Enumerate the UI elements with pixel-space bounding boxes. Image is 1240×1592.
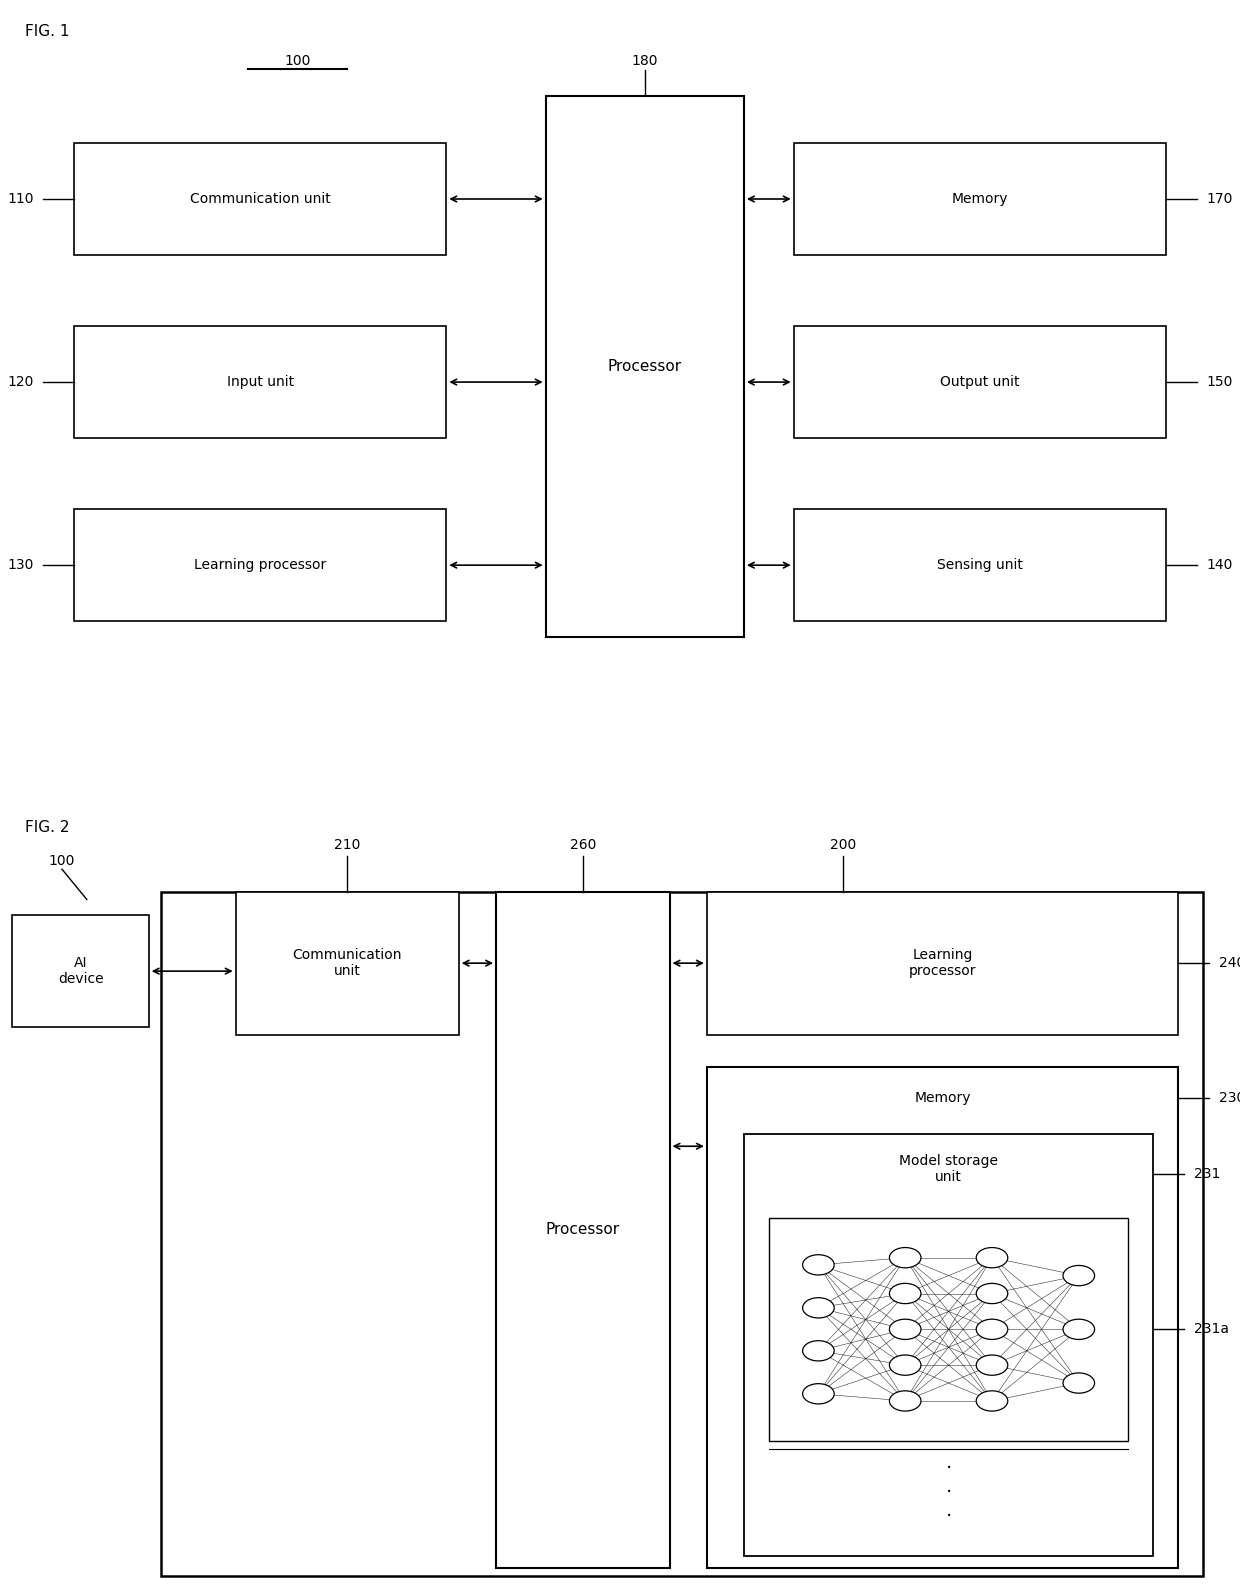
Circle shape [889, 1283, 921, 1304]
Text: AI
device: AI device [58, 957, 103, 985]
Text: 120: 120 [7, 376, 33, 388]
Text: Learning
processor: Learning processor [909, 949, 976, 977]
Bar [74, 509, 446, 621]
Text: Learning processor: Learning processor [195, 559, 326, 572]
Text: 200: 200 [830, 837, 857, 852]
Circle shape [802, 1383, 835, 1404]
Text: 110: 110 [7, 193, 33, 205]
Text: 240: 240 [1219, 957, 1240, 970]
Text: Model storage
unit: Model storage unit [899, 1154, 998, 1184]
Bar [769, 1218, 1128, 1441]
Circle shape [802, 1297, 835, 1318]
Text: ·: · [945, 1460, 952, 1477]
Bar [546, 96, 744, 637]
Circle shape [976, 1355, 1008, 1375]
Bar [794, 326, 1166, 438]
Text: 150: 150 [1207, 376, 1233, 388]
Text: 231a: 231a [1194, 1323, 1229, 1336]
Text: Memory: Memory [914, 1091, 971, 1105]
Circle shape [976, 1391, 1008, 1411]
Text: ·: · [945, 1508, 952, 1525]
Text: 100: 100 [284, 54, 311, 67]
Text: 231: 231 [1194, 1167, 1220, 1181]
Bar [12, 915, 149, 1027]
Bar [236, 892, 459, 1035]
Circle shape [976, 1283, 1008, 1304]
Text: Communication unit: Communication unit [190, 193, 331, 205]
Circle shape [889, 1355, 921, 1375]
Text: ·: · [945, 1484, 952, 1501]
Text: Communication
unit: Communication unit [293, 949, 402, 977]
Circle shape [802, 1254, 835, 1275]
Text: FIG. 2: FIG. 2 [25, 820, 69, 834]
Bar [707, 892, 1178, 1035]
Text: 170: 170 [1207, 193, 1233, 205]
Circle shape [976, 1320, 1008, 1339]
Text: Memory: Memory [951, 193, 1008, 205]
Text: 130: 130 [7, 559, 33, 572]
Circle shape [1063, 1266, 1095, 1286]
Bar [161, 892, 1203, 1576]
Text: Processor: Processor [608, 358, 682, 374]
Text: Input unit: Input unit [227, 376, 294, 388]
Text: Output unit: Output unit [940, 376, 1019, 388]
Bar [496, 892, 670, 1568]
Text: FIG. 1: FIG. 1 [25, 24, 69, 38]
Text: 100: 100 [48, 853, 76, 868]
Bar [794, 509, 1166, 621]
Bar [794, 143, 1166, 255]
Text: Processor: Processor [546, 1223, 620, 1237]
Text: 210: 210 [334, 837, 361, 852]
Circle shape [889, 1391, 921, 1411]
Bar [74, 326, 446, 438]
Text: 260: 260 [569, 837, 596, 852]
Bar [707, 1067, 1178, 1568]
Bar [744, 1134, 1153, 1557]
Text: 180: 180 [631, 54, 658, 67]
Circle shape [889, 1248, 921, 1267]
Circle shape [1063, 1372, 1095, 1393]
Circle shape [889, 1320, 921, 1339]
Text: 230: 230 [1219, 1092, 1240, 1105]
Text: 140: 140 [1207, 559, 1233, 572]
Bar [74, 143, 446, 255]
Circle shape [976, 1248, 1008, 1267]
Circle shape [802, 1340, 835, 1361]
Circle shape [1063, 1320, 1095, 1339]
Text: Sensing unit: Sensing unit [936, 559, 1023, 572]
